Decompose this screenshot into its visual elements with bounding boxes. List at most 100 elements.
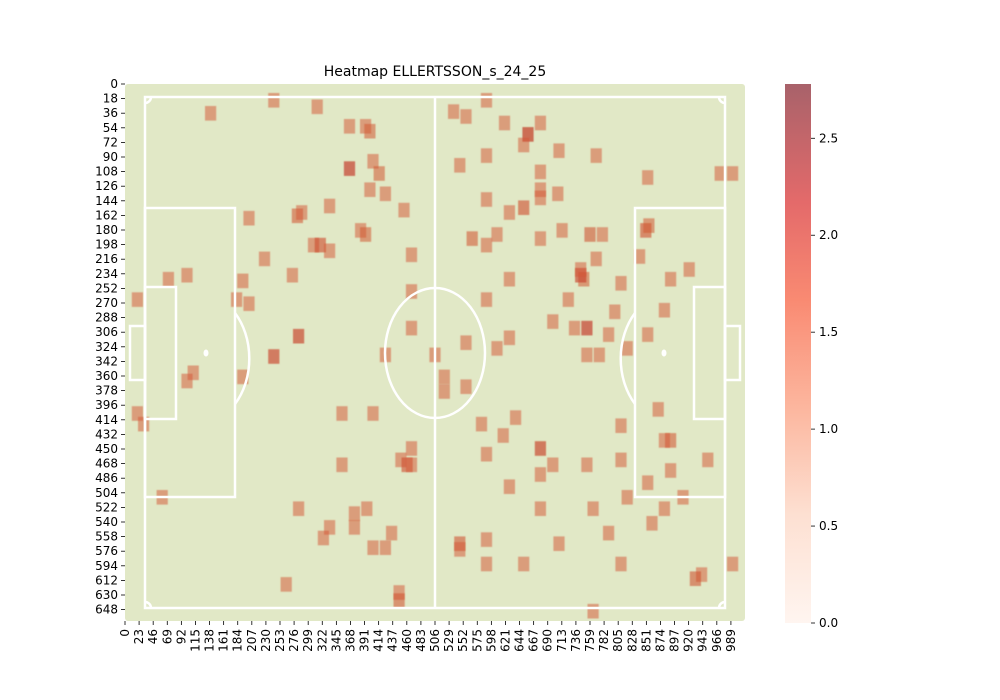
heat-cell <box>615 276 627 291</box>
y-tick-label: 198 <box>95 238 118 252</box>
heat-cell <box>665 271 677 287</box>
y-tick-label: 612 <box>95 573 118 587</box>
y-tick-label: 522 <box>95 500 118 514</box>
x-tick-label: 966 <box>710 629 724 652</box>
heat-cell <box>379 540 391 555</box>
heat-cell <box>553 536 565 551</box>
heat-cell <box>361 501 373 516</box>
y-tick-label: 378 <box>95 384 118 398</box>
heat-cell <box>587 603 599 619</box>
x-tick-label: 621 <box>498 629 512 652</box>
heat-cell <box>460 335 472 350</box>
heat-cell <box>534 441 546 456</box>
heat-cell <box>581 347 593 363</box>
heat-cell <box>534 190 546 206</box>
heat-cell <box>534 501 546 516</box>
heat-cell <box>181 267 193 283</box>
y-tick-label: 504 <box>95 486 118 500</box>
x-tick-label: 506 <box>428 629 442 652</box>
x-tick-label: 897 <box>668 629 682 652</box>
heat-cell <box>503 479 515 494</box>
heat-cell <box>503 271 515 287</box>
x-tick-label: 667 <box>527 629 541 652</box>
heat-cell <box>373 166 385 181</box>
x-tick-label: 690 <box>541 629 555 652</box>
heat-cell <box>652 402 664 417</box>
heat-cell <box>293 328 305 344</box>
heat-cell <box>658 433 670 448</box>
x-tick-label: 414 <box>372 629 386 652</box>
heat-cell <box>658 501 670 516</box>
colorbar-tick-label: 1.5 <box>819 325 838 339</box>
heat-cell <box>307 237 320 253</box>
heat-cell <box>491 227 503 242</box>
heat-cell <box>317 530 329 546</box>
colorbar-tick-label: 2.0 <box>819 228 838 242</box>
heat-cell <box>480 148 493 163</box>
y-tick-label: 216 <box>95 252 118 266</box>
heat-cell <box>556 223 568 238</box>
heat-cell <box>343 161 356 176</box>
heat-cell <box>258 251 271 267</box>
heat-cell <box>702 452 714 468</box>
heat-cell <box>480 292 493 307</box>
heat-cell <box>336 457 348 473</box>
x-tick-label: 368 <box>343 629 357 652</box>
x-tick-label: 805 <box>611 629 625 652</box>
y-tick-label: 72 <box>103 135 118 149</box>
heat-cell <box>643 218 655 233</box>
y-tick-label: 270 <box>95 296 118 310</box>
heat-cell <box>480 556 493 572</box>
heat-cell <box>187 365 199 381</box>
x-tick-label: 391 <box>358 629 372 652</box>
heat-cell <box>603 327 615 342</box>
heat-cell <box>642 170 654 185</box>
heat-cell <box>615 556 627 572</box>
heat-cell <box>696 567 708 582</box>
heat-cell <box>683 262 695 277</box>
heat-cell <box>534 182 546 197</box>
heat-cell <box>398 202 410 218</box>
x-tick-label: 161 <box>217 629 231 652</box>
heat-cell <box>205 106 217 121</box>
heat-cell <box>510 410 522 425</box>
heat-cell <box>405 457 418 473</box>
heat-cell <box>518 556 530 572</box>
pitch-spots <box>203 349 667 357</box>
x-tick-label: 644 <box>513 629 527 652</box>
heat-cell <box>237 273 249 289</box>
x-tick-label: 828 <box>625 629 639 652</box>
heat-cell <box>360 227 372 242</box>
y-tick-label: 90 <box>103 150 118 164</box>
heat-cell <box>593 347 605 363</box>
x-tick-label: 92 <box>174 629 188 644</box>
heat-cell <box>454 158 466 173</box>
y-tick-label: 630 <box>95 588 118 602</box>
right-penalty-spot <box>661 349 667 357</box>
heat-cell <box>534 164 546 180</box>
heat-cell <box>131 406 143 421</box>
heat-cell <box>348 506 360 521</box>
x-tick-label: 460 <box>400 629 414 652</box>
x-tick-label: 69 <box>160 629 174 644</box>
heat-cell <box>581 320 593 336</box>
heat-cell <box>405 441 418 456</box>
heat-cell <box>596 227 608 242</box>
heat-cell <box>615 452 627 468</box>
heat-cell <box>286 267 298 283</box>
y-tick-label: 486 <box>95 471 118 485</box>
x-tick-label: 529 <box>442 629 456 652</box>
x-tick-label: 989 <box>724 629 738 652</box>
heat-cell <box>395 452 407 468</box>
heat-cell <box>621 341 633 356</box>
x-tick-label: 943 <box>696 629 710 652</box>
heat-cell <box>405 320 418 336</box>
y-tick-label: 54 <box>103 121 118 135</box>
heat-cell <box>460 379 472 394</box>
y-tick-label: 0 <box>110 77 118 91</box>
y-tick-label: 162 <box>95 208 118 222</box>
colorbar-tick-label: 0.5 <box>819 519 838 533</box>
center-circle <box>383 286 487 420</box>
y-tick-label: 234 <box>95 267 118 281</box>
colorbar-tick-label: 1.0 <box>819 422 838 436</box>
